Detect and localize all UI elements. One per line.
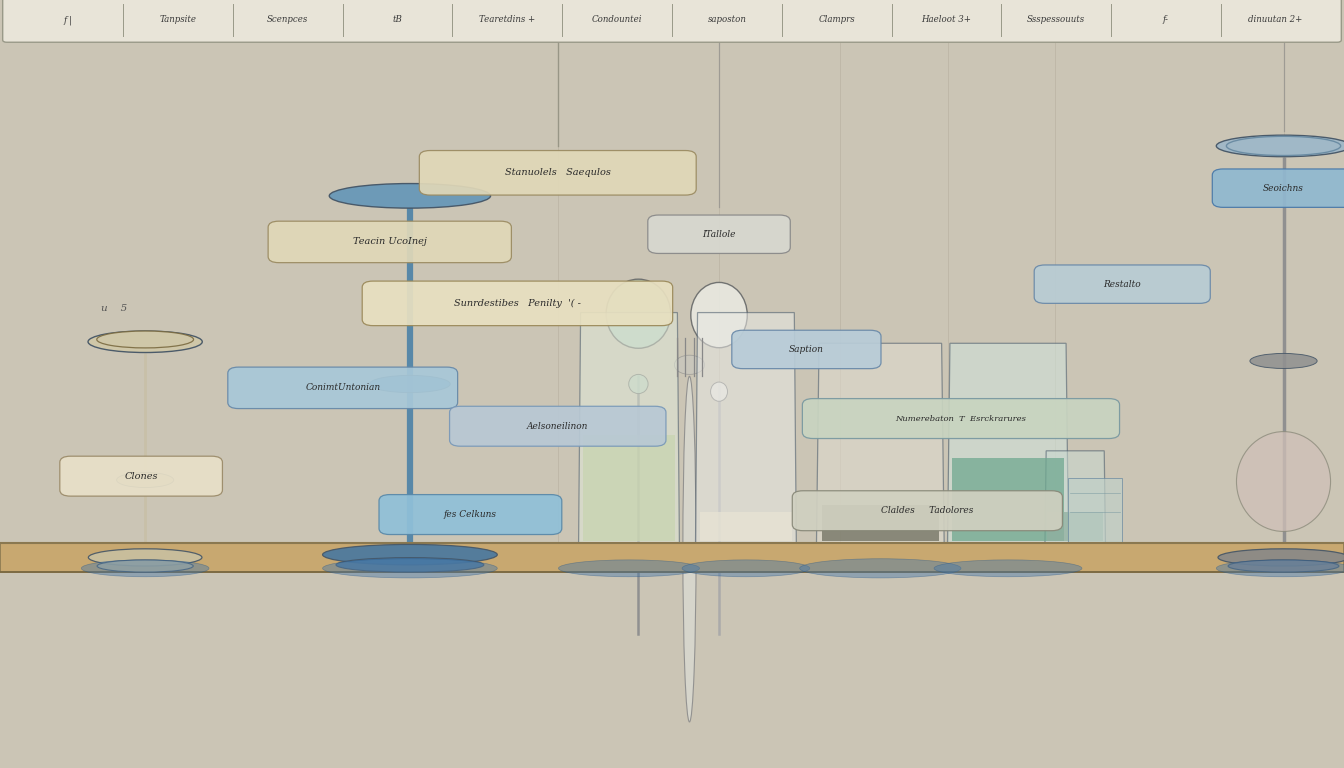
- Text: u    5: u 5: [101, 304, 128, 313]
- Ellipse shape: [675, 355, 704, 375]
- Polygon shape: [1046, 451, 1105, 543]
- FancyBboxPatch shape: [802, 399, 1120, 439]
- FancyBboxPatch shape: [419, 151, 696, 195]
- Polygon shape: [948, 343, 1068, 543]
- Ellipse shape: [1250, 353, 1317, 369]
- Text: ITallole: ITallole: [703, 230, 735, 239]
- Text: Seoichns: Seoichns: [1263, 184, 1304, 193]
- Ellipse shape: [629, 375, 648, 394]
- Ellipse shape: [117, 472, 173, 488]
- Text: saposton: saposton: [707, 15, 746, 25]
- Text: Stanuolels   Saequlos: Stanuolels Saequlos: [505, 168, 610, 177]
- FancyBboxPatch shape: [792, 491, 1062, 531]
- FancyBboxPatch shape: [379, 495, 562, 535]
- FancyBboxPatch shape: [3, 0, 1341, 42]
- Ellipse shape: [1236, 432, 1331, 531]
- FancyBboxPatch shape: [227, 367, 457, 409]
- FancyBboxPatch shape: [449, 406, 665, 446]
- Text: Claldes     Tadolores: Claldes Tadolores: [882, 506, 973, 515]
- Text: Ssspessouuts: Ssspessouuts: [1027, 15, 1085, 25]
- FancyBboxPatch shape: [1034, 265, 1210, 303]
- Ellipse shape: [97, 331, 194, 348]
- FancyBboxPatch shape: [59, 456, 222, 496]
- Polygon shape: [1047, 512, 1103, 541]
- Ellipse shape: [711, 382, 727, 402]
- Bar: [1068, 478, 1122, 543]
- Ellipse shape: [800, 559, 961, 578]
- Ellipse shape: [559, 560, 700, 577]
- Text: Condountei: Condountei: [591, 15, 642, 25]
- Ellipse shape: [691, 283, 747, 348]
- Ellipse shape: [97, 560, 194, 572]
- Text: Clamprs: Clamprs: [818, 15, 855, 25]
- FancyBboxPatch shape: [648, 215, 790, 253]
- Ellipse shape: [934, 560, 1082, 577]
- Polygon shape: [583, 435, 676, 541]
- Text: Restalto: Restalto: [1103, 280, 1141, 289]
- Text: Clones: Clones: [125, 472, 157, 481]
- Polygon shape: [700, 512, 793, 541]
- FancyBboxPatch shape: [267, 221, 511, 263]
- Text: fes Celkuns: fes Celkuns: [444, 510, 497, 519]
- Ellipse shape: [87, 331, 202, 353]
- Ellipse shape: [1228, 560, 1339, 572]
- Polygon shape: [696, 313, 796, 543]
- Ellipse shape: [681, 560, 810, 577]
- Ellipse shape: [323, 545, 497, 565]
- Ellipse shape: [370, 376, 450, 392]
- Text: tB: tB: [392, 15, 403, 25]
- Polygon shape: [821, 505, 939, 541]
- Bar: [0, 543, 1344, 572]
- Bar: [0, 0, 1344, 543]
- Text: Tearetdins +: Tearetdins +: [480, 15, 535, 25]
- Text: f |: f |: [65, 15, 73, 25]
- Text: Saption: Saption: [789, 345, 824, 354]
- Ellipse shape: [1226, 137, 1340, 155]
- Ellipse shape: [1216, 135, 1344, 157]
- Text: Teacin UcoInej: Teacin UcoInej: [353, 237, 426, 247]
- Text: Scenpces: Scenpces: [267, 15, 309, 25]
- Ellipse shape: [89, 549, 202, 566]
- Text: Tanpsite: Tanpsite: [160, 15, 196, 25]
- Ellipse shape: [81, 560, 208, 577]
- Ellipse shape: [336, 558, 484, 572]
- FancyBboxPatch shape: [731, 330, 882, 369]
- Ellipse shape: [1216, 560, 1344, 577]
- Text: f-: f-: [1163, 15, 1169, 25]
- Ellipse shape: [323, 559, 497, 578]
- Text: Haeloot 3+: Haeloot 3+: [922, 15, 972, 25]
- Polygon shape: [953, 458, 1063, 541]
- Ellipse shape: [606, 279, 671, 349]
- Polygon shape: [579, 313, 680, 543]
- Polygon shape: [816, 343, 943, 543]
- Ellipse shape: [1218, 549, 1344, 566]
- Ellipse shape: [329, 184, 491, 208]
- FancyBboxPatch shape: [1212, 169, 1344, 207]
- Text: Sunrdestibes   Penilty  '( -: Sunrdestibes Penilty '( -: [454, 299, 581, 308]
- Text: dinuutan 2+: dinuutan 2+: [1249, 15, 1302, 25]
- Text: ConimtUntonian: ConimtUntonian: [305, 383, 380, 392]
- Text: Aelsoneilinon: Aelsoneilinon: [527, 422, 589, 431]
- FancyBboxPatch shape: [363, 281, 672, 326]
- Text: Numerebaton  T  Esrckrarures: Numerebaton T Esrckrarures: [895, 415, 1027, 422]
- Ellipse shape: [683, 376, 696, 722]
